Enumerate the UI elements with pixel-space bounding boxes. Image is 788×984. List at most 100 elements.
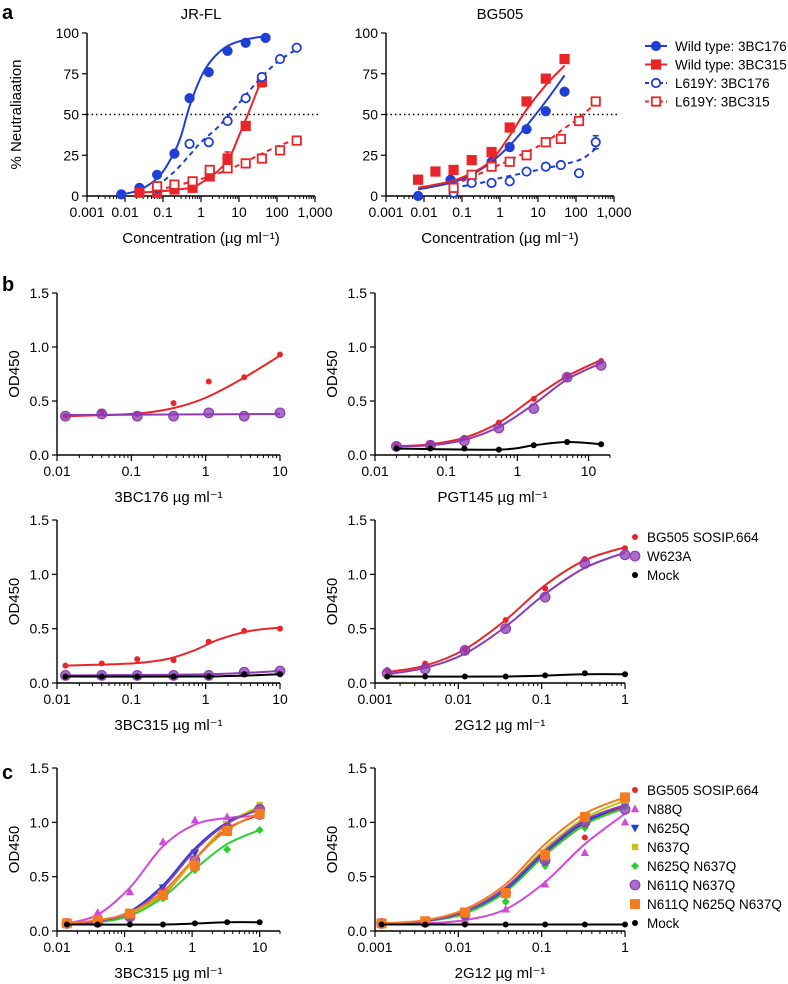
x-tick-label: 1 [202,463,210,479]
y-axis-label: OD450 [6,578,23,626]
data-point [134,673,141,680]
data-point [94,921,101,928]
data-point [241,374,248,381]
legend-label: N625Q [647,821,690,836]
data-point [502,673,509,680]
chart-c1: 0.0 0.5 1.0 1.5 0.01 0.1 1 10 3BC315 µg ml⁻¹ OD45… [6,760,281,982]
data-point [580,848,590,856]
fit-curve [387,673,626,678]
x-tick-label: 0.1 [452,204,472,220]
series-mock [63,919,263,928]
data-point [384,673,391,680]
y-tick-label: 0.5 [30,869,50,885]
x-axis-label: 2G12 µg ml⁻¹ [455,965,546,982]
data-point [598,441,605,448]
data-point [152,181,163,192]
data-point [274,145,286,156]
data-point [92,915,103,926]
data-point [573,168,585,179]
data-point [184,93,195,104]
y-tick-label: 0.5 [348,621,368,637]
data-point [540,106,551,117]
data-point [540,73,551,84]
data-point [581,921,588,928]
chart-b1: 0.0 0.5 1.0 1.5 0.01 0.1 1 10 3BC176 µg ml⁻¹ OD45… [6,285,288,506]
y-tick-label: 0.0 [30,447,50,463]
data-point [190,815,200,824]
data-point [256,919,263,926]
y-tick-label: 1.5 [30,760,50,776]
data-point [521,150,532,161]
y-axis-label: % Neutraliaation [8,59,25,169]
data-point [274,407,286,419]
data-point [277,671,283,678]
data-point [504,122,515,133]
x-tick-label: 1 [513,463,521,479]
data-point [189,860,200,871]
data-point [378,921,385,928]
legend-item-mock: Mock [632,916,680,931]
data-point [255,825,264,834]
y-tick-label: 100 [355,25,379,41]
legend-marker [650,59,662,70]
series-bg505-sosip-664 [62,625,283,669]
y-tick-label: 1.5 [30,285,50,301]
data-point [184,138,195,149]
x-tick-label: 1 [496,204,504,220]
legend-marker [629,550,641,562]
series-w623a [381,549,631,679]
data-point [62,673,69,680]
y-tick-label: 1.0 [30,566,50,582]
data-point [116,189,127,200]
x-tick-label: 0.001 [357,939,392,955]
data-point [619,549,631,561]
data-point [222,45,233,57]
x-tick-label: 1 [197,204,205,220]
y-tick-label: 50 [63,107,79,123]
data-point [581,834,588,841]
fit-curve [396,359,602,448]
data-point [419,663,431,675]
data-point [620,817,630,826]
legend-marker [650,77,662,89]
series-mock [62,671,283,680]
y-tick-label: 0.0 [348,447,368,463]
legend-item-n611q-n625q-n637q: N611Q N625Q N637Q [630,897,782,912]
series-mock [393,439,605,453]
data-point [291,42,302,53]
y-tick-label: 1.5 [348,512,368,528]
data-point [170,400,177,407]
x-tick-label: 10 [231,204,247,220]
data-point [521,166,532,177]
data-point [158,837,168,846]
data-point [203,407,215,419]
data-point [157,890,168,901]
chart-title: BG505 [477,6,524,23]
fit-curve [453,147,597,189]
legend-marker [650,96,662,107]
series-l619y-3bc176 [152,42,302,193]
legend-marker [631,843,639,851]
series-mock [384,670,628,680]
data-point [540,879,550,888]
x-tick-label: 0.1 [122,691,142,707]
data-point [595,359,607,371]
y-tick-label: 1.0 [348,566,368,582]
y-tick-label: 1.5 [348,760,368,776]
data-point [521,96,532,107]
chart-a2: 0 25 50 75 100 0.001 0.01 0.1 1 10 100 1,000 BG505 Co… [355,6,632,247]
data-point [205,638,212,645]
data-point [170,673,177,680]
data-point [291,135,302,146]
fit-curve [387,551,626,676]
legend-item-n611q-n637q: N611Q N637Q [629,878,735,893]
data-point [466,177,477,189]
data-point [502,921,509,928]
series-mock [378,921,628,928]
data-point [581,670,588,677]
x-tick-label: 0.1 [532,691,552,707]
y-tick-label: 1.5 [348,285,368,301]
x-tick-label: 0.1 [436,463,456,479]
x-tick-label: 0.01 [43,939,70,955]
data-point [540,161,551,172]
